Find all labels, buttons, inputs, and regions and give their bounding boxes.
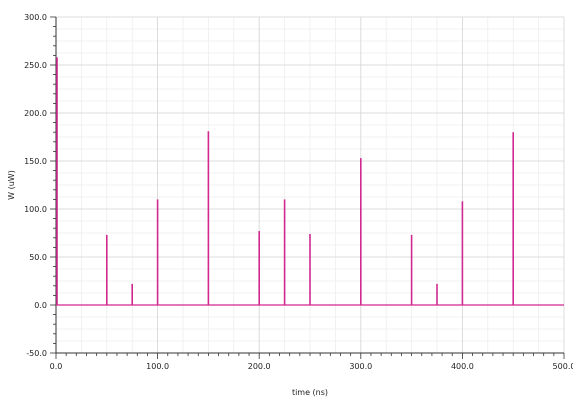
tick-labels: 0.0 100.0 200.0 300.0 400.0 500.0-50.00.050.0… [24, 13, 573, 371]
y-tick-label: 50.0 [29, 253, 47, 262]
y-tick-label: 100.0 [24, 205, 47, 214]
x-tick-label: 0.0 [50, 362, 63, 371]
y-tick-label: 200.0 [24, 109, 47, 118]
y-tick-label: 300.0 [24, 13, 47, 22]
x-tick-label: 300.0 [349, 362, 372, 371]
y-tick-label: -50.0 [26, 349, 47, 358]
series [56, 57, 564, 306]
y-tick-label: 250.0 [24, 61, 47, 70]
x-tick-label: 400.0 [451, 362, 474, 371]
x-tick-label: 500.0 [553, 362, 573, 371]
x-tick-label: 100.0 [146, 362, 169, 371]
x-tick-label: 200.0 [248, 362, 271, 371]
y-axis-label: W (uW) [7, 170, 16, 200]
y-tick-label: 0.0 [34, 301, 47, 310]
x-axis-label: time (ns) [292, 388, 328, 397]
y-tick-label: 150.0 [24, 157, 47, 166]
ticks [50, 16, 565, 359]
